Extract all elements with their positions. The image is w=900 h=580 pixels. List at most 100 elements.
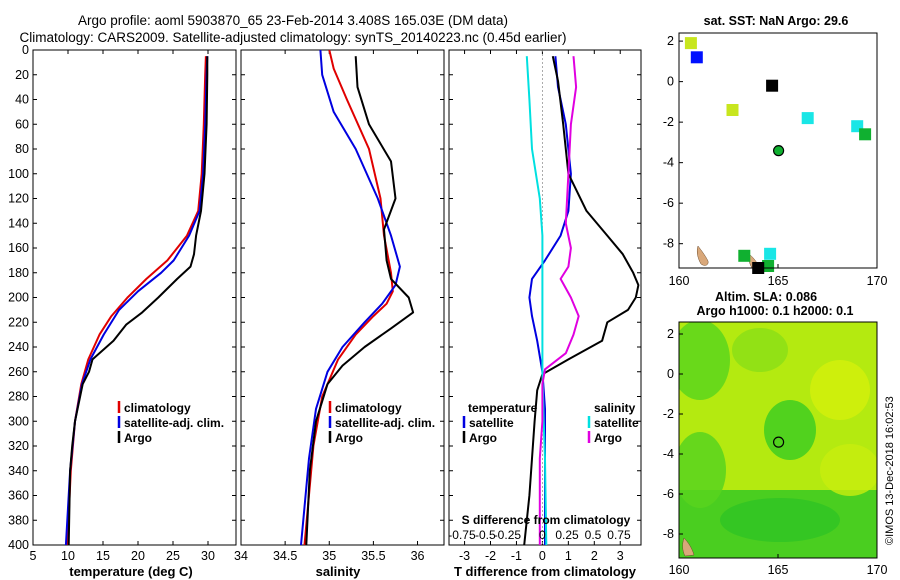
difference-legend-t-satellite: satellite <box>469 416 514 430</box>
temperature-series-1-line <box>64 56 209 546</box>
sst-map-point <box>738 249 751 262</box>
difference-xlabel: T difference from climatology <box>454 564 637 579</box>
difference-xtick-label: 3 <box>617 549 624 563</box>
sst-map-frame <box>678 32 878 269</box>
sst-map-land <box>696 245 709 266</box>
salinity-xtick-label: 35.5 <box>361 549 385 563</box>
sst-map: 160 165 170 2 0 -2 -4 -6 -8 <box>663 34 888 288</box>
salinity-legend: climatology satellite-adj. clim. Argo <box>328 401 435 445</box>
temperature-legend-climatology: climatology <box>124 401 191 415</box>
depth-tick-label: 120 <box>8 192 29 206</box>
difference-s-tick-label: 0.75 <box>607 528 631 542</box>
salinity-legend-argo: Argo <box>335 431 363 445</box>
difference-legend-s-satellite: satellite <box>594 416 639 430</box>
depth-tick-label: 300 <box>8 414 29 428</box>
difference-s-tick-label: -0.75 <box>448 528 476 542</box>
sst-map-ytick-label: -8 <box>663 237 674 251</box>
sla-map-blob <box>732 328 788 372</box>
difference-legend-salinity-heading: salinity <box>594 401 636 415</box>
depth-tick-label: 180 <box>8 266 29 280</box>
temperature-xlabel: temperature (deg C) <box>69 564 193 579</box>
difference-series-0-line <box>528 56 572 545</box>
salinity-xtick-label: 35 <box>322 549 336 563</box>
depth-tick-label: 140 <box>8 216 29 230</box>
depth-tick-label: 60 <box>15 117 29 131</box>
difference-legend-t-argo: Argo <box>469 431 497 445</box>
salinity-xlabel: salinity <box>316 564 362 579</box>
difference-series-1-line <box>523 55 640 546</box>
salinity-legend-climatology: climatology <box>335 401 402 415</box>
depth-tick-label: 360 <box>8 489 29 503</box>
depth-tick-label: 340 <box>8 464 29 478</box>
depth-tick-label: 20 <box>15 68 29 82</box>
sla-map-title-line-1: Altim. SLA: 0.086 <box>715 290 817 304</box>
title-line-1: Argo profile: aoml 5903870_65 23-Feb-201… <box>78 13 508 28</box>
title-line-2: Climatology: CARS2009. Satellite-adjuste… <box>19 30 566 45</box>
sst-map-ytick-label: 2 <box>667 34 674 48</box>
depth-tick-label: 40 <box>15 93 29 107</box>
sst-map-point <box>762 260 775 272</box>
temperature-xtick-label: 10 <box>61 549 75 563</box>
depth-tick-label: 320 <box>8 439 29 453</box>
sla-map-blob <box>764 400 816 460</box>
sst-map-xtick-label: 170 <box>867 274 888 288</box>
difference-xtick-label: 1 <box>565 549 572 563</box>
depth-tick-label: 160 <box>8 241 29 255</box>
depth-tick-label: 80 <box>15 142 29 156</box>
temperature-xtick-label: 20 <box>131 549 145 563</box>
sla-map-blob <box>820 444 877 496</box>
sst-map-xtick-label: 160 <box>669 274 690 288</box>
sst-map-point <box>726 104 739 116</box>
sla-map-blob <box>810 360 870 420</box>
sst-map-point <box>766 79 779 92</box>
temperature-xtick-label: 25 <box>166 549 180 563</box>
difference-legend-s-argo: Argo <box>594 431 622 445</box>
sla-map-xtick-label: 165 <box>768 563 789 577</box>
sla-map-xtick-label: 160 <box>669 563 690 577</box>
watermark: ©IMOS 13-Dec-2018 16:02:53 <box>884 396 896 545</box>
temperature-xtick-label: 15 <box>96 549 110 563</box>
sla-map-ytick-label: 2 <box>667 327 674 341</box>
sst-map-point <box>690 51 703 64</box>
difference-xtick-label: -3 <box>459 549 470 563</box>
salinity-series-2-line <box>305 56 415 546</box>
difference-xtick-label: -1 <box>511 549 522 563</box>
salinity-legend-satellite: satellite-adj. clim. <box>335 416 435 430</box>
temperature-chart: 5 10 15 20 25 3002040608010012014016018020022… <box>8 43 236 563</box>
sst-map-xtick-label: 165 <box>768 274 789 288</box>
difference-legend-temperature-heading: temperature <box>468 401 538 415</box>
sla-map-title-line-2: Argo h1000: 0.1 h2000: 0.1 <box>696 304 853 318</box>
sla-map-ytick-label: 0 <box>667 367 674 381</box>
sla-map <box>679 322 877 558</box>
difference-series-2-line <box>525 56 548 546</box>
difference-chart: -3 -2 -1 0 1 2 3 -0.75 -0.5-0.25 0 0.25 0.5 0.75 <box>448 49 641 563</box>
sst-map-ytick-label: 0 <box>667 75 674 89</box>
sst-map-point <box>684 37 697 50</box>
sla-map-ytick-label: -6 <box>663 487 674 501</box>
temperature-series-0-line <box>66 56 207 546</box>
temperature-xtick-label: 5 <box>30 549 37 563</box>
difference-top-axis-label: S difference from climatology <box>462 513 631 527</box>
sla-map-profile-marker <box>772 436 785 448</box>
sst-map-point <box>764 247 777 260</box>
difference-legend: temperature satellite Argo salinity sate… <box>462 401 639 445</box>
depth-tick-label: 220 <box>8 315 29 329</box>
depth-tick-label: 200 <box>8 291 29 305</box>
salinity-series-1-line <box>300 49 401 546</box>
temperature-legend-satellite: satellite-adj. clim. <box>124 416 224 430</box>
difference-s-tick-label: 0 <box>539 528 546 542</box>
salinity-panel-frame <box>240 49 445 546</box>
depth-tick-label: 380 <box>8 513 29 527</box>
sst-map-ytick-label: -4 <box>663 156 674 170</box>
difference-xtick-label: 0 <box>539 549 546 563</box>
temperature-legend: climatology satellite-adj. clim. Argo <box>117 401 224 445</box>
sst-map-point <box>859 128 872 141</box>
difference-xtick-label: 2 <box>591 549 598 563</box>
depth-tick-label: 280 <box>8 390 29 404</box>
sla-map-blob <box>679 432 726 508</box>
sst-map-ytick-label: -6 <box>663 196 674 210</box>
difference-series-3-line <box>538 56 580 545</box>
temperature-series-2-line <box>67 56 209 546</box>
temperature-legend-argo: Argo <box>124 431 152 445</box>
